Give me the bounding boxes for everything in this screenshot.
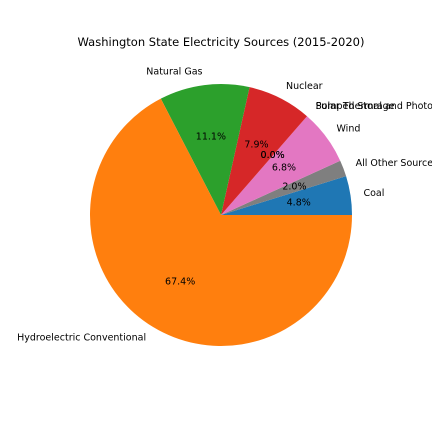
pie-slices (90, 84, 352, 346)
slice-label-natural-gas: Natural Gas (146, 67, 202, 78)
slice-label-nuclear: Nuclear (286, 81, 323, 92)
percent-label-coal: 4.8% (287, 198, 311, 209)
chart-title: Washington State Electricity Sources (20… (78, 35, 365, 49)
percent-label-all-other-sources: 2.0% (282, 181, 306, 192)
slice-label-solar-thermal-and-photovoltaic: Solar Thermal and Photovoltaic (316, 101, 432, 112)
percent-label-wind: 6.8% (272, 163, 296, 174)
slice-label-hydroelectric-conventional: Hydroelectric Conventional (17, 333, 146, 344)
slice-label-wind: Wind (337, 123, 361, 134)
slice-label-all-other-sources: All Other Sources (356, 158, 432, 169)
percent-label-solar-thermal-and-photovoltaic: 0.0% (261, 150, 285, 161)
percent-label-natural-gas: 11.1% (196, 132, 226, 143)
percent-label-nuclear: 7.9% (244, 139, 268, 150)
slice-label-coal: Coal (363, 188, 384, 199)
percent-label-hydroelectric-conventional: 67.4% (165, 277, 195, 288)
